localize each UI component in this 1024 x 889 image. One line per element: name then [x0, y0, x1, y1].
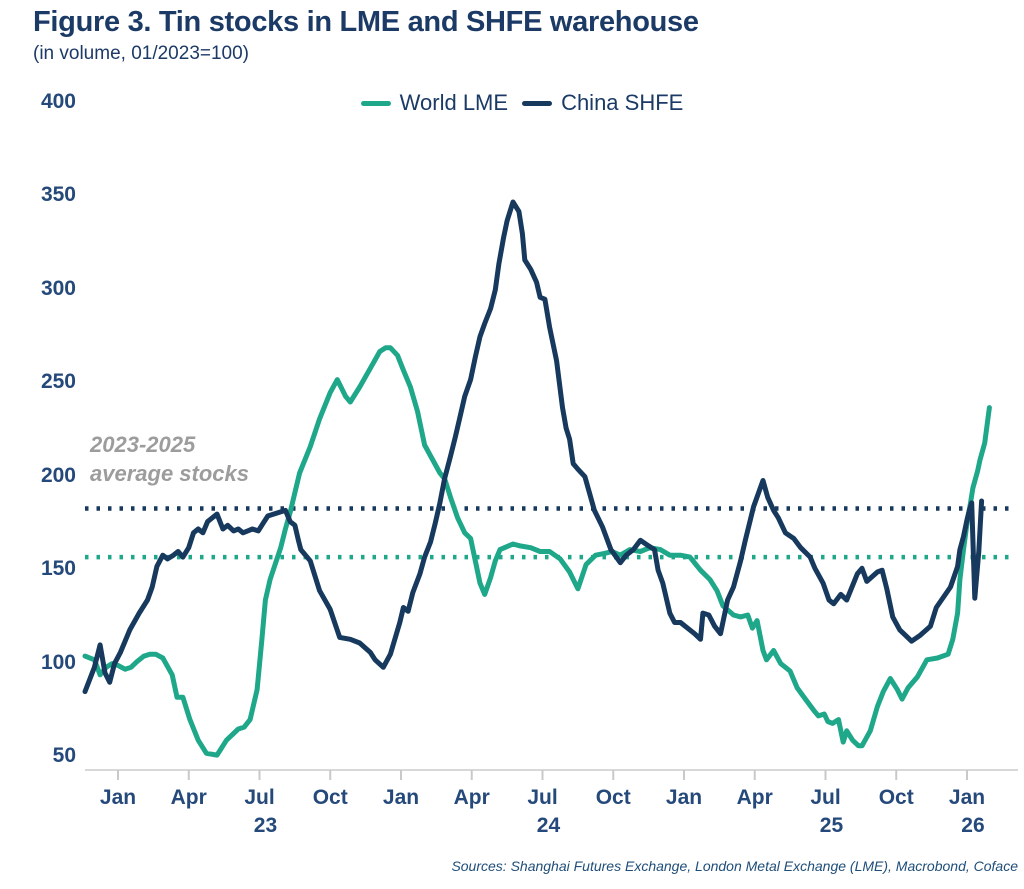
y-axis-label-300: 300 [40, 276, 76, 300]
y-axis-label-50: 50 [52, 744, 76, 767]
x-axis-label-jul-m30: Jul [810, 786, 841, 809]
x-axis-year-label-23: 23 [253, 814, 278, 837]
world-lme-line [82, 345, 992, 758]
figure-title: Figure 3. Tin stocks in LME and SHFE war… [33, 6, 699, 38]
y-axis-label-100: 100 [40, 650, 76, 674]
x-axis-label-jul-m18: Jul [527, 786, 558, 809]
x-axis-label-jan-m12: Jan [382, 786, 420, 809]
average-stocks-annotation-line2: average stocks [90, 461, 249, 487]
china-shfe-line [82, 199, 985, 695]
x-axis-label-oct-m21: Oct [595, 786, 631, 809]
x-axis-label-apr-m15: Apr [453, 786, 490, 809]
x-axis-label-oct-m33: Oct [878, 786, 914, 809]
y-axis-label-150: 150 [40, 557, 76, 581]
y-axis-label-200: 200 [40, 463, 76, 487]
legend: World LME China SHFE [22, 90, 1022, 116]
x-axis-label-jan-m24: Jan [665, 786, 703, 809]
y-axis-label-350: 350 [40, 183, 76, 207]
x-axis-label-apr-m27: Apr [736, 786, 773, 809]
legend-item-china-shfe: China SHFE [522, 90, 683, 116]
y-axis-label-250: 250 [40, 370, 76, 394]
x-axis-year-label-26: 26 [961, 814, 985, 837]
x-axis-label-jan-m0: Jan [99, 786, 137, 809]
legend-label-world-lme: World LME [399, 90, 509, 115]
x-axis-label-oct-m9: Oct [312, 786, 348, 809]
average-stocks-annotation-line1: 2023-2025 [90, 432, 196, 457]
x-axis-year-label-24: 24 [536, 814, 561, 837]
legend-item-world-lme: World LME [360, 90, 509, 116]
x-axis-label-jan-m36: Jan [948, 786, 986, 809]
legend-label-china-shfe: China SHFE [561, 90, 684, 115]
x-axis-label-jul-m6: Jul [244, 786, 275, 809]
x-axis-label-apr-m3: Apr [170, 786, 207, 809]
average-stocks-annotation: 2023-2025 average stocks [90, 430, 249, 488]
figure-subtitle: (in volume, 01/2023=100) [33, 43, 250, 64]
sources-note: Sources: Shanghai Futures Exchange, Lond… [451, 858, 1018, 874]
lme-line-swatch [360, 100, 391, 106]
x-axis-year-label-25: 25 [819, 814, 844, 837]
y-axis-label-400: 400 [40, 90, 76, 113]
shfe-line-swatch [522, 100, 553, 106]
